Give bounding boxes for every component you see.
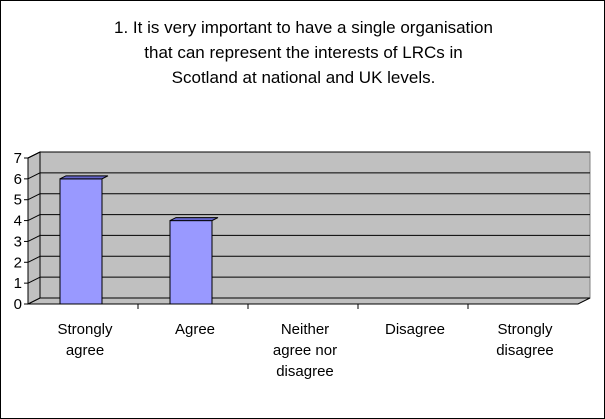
- gridline-diagonal: [27, 276, 41, 284]
- gridline-diagonal: [27, 193, 41, 201]
- plot-side-wall: [27, 151, 41, 305]
- y-tick-label: 3: [14, 233, 22, 250]
- y-tick-label: 2: [14, 254, 22, 271]
- y-tick-label: 0: [14, 296, 22, 313]
- gridline-diagonal: [27, 255, 41, 263]
- bar: [169, 220, 213, 305]
- x-tick-label-line: disagree: [276, 363, 334, 380]
- x-tick-label-line: disagree: [496, 342, 554, 359]
- y-tick-label: 5: [14, 192, 22, 209]
- plot-wall: [39, 151, 591, 299]
- x-tick-label-line: Strongly: [57, 321, 113, 338]
- x-tick-label-line: Disagree: [385, 321, 445, 338]
- gridline-diagonal: [27, 172, 41, 180]
- x-tick-label-line: agree: [66, 342, 104, 359]
- y-tick-label: 4: [14, 213, 22, 230]
- x-tick-label: Strongly disagree: [496, 321, 554, 359]
- x-tick-label: Disagree: [385, 321, 445, 338]
- y-tick-label: 7: [14, 150, 22, 167]
- y-tick-label: 6: [14, 171, 22, 188]
- bar: [59, 178, 103, 305]
- x-tick-label-line: agree nor: [273, 342, 337, 359]
- x-tick-label-line: Neither: [281, 321, 329, 338]
- gridline-diagonal: [27, 151, 41, 159]
- plot-floor: [27, 297, 591, 305]
- x-tick-label: Neither agree nor disagree: [273, 321, 337, 380]
- x-tick-label-line: Strongly: [497, 321, 553, 338]
- y-tick-label: 1: [14, 275, 22, 292]
- bar-top-face: [169, 217, 219, 222]
- chart-title: 1. It is very important to have a single…: [114, 18, 493, 87]
- gridline-diagonal: [27, 214, 41, 222]
- x-tick-label-line: Agree: [175, 321, 215, 338]
- x-tick-label: Agree: [175, 321, 215, 338]
- x-tick-label: Strongly agree: [57, 321, 113, 359]
- gridline-diagonal: [27, 234, 41, 242]
- bar-top-face: [59, 175, 109, 180]
